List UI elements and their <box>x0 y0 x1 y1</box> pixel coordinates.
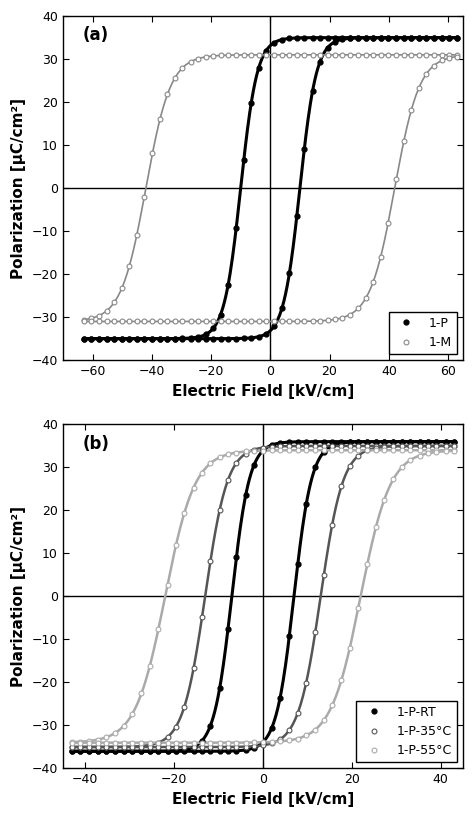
1-P-55°C <box>95 738 100 748</box>
1-P-35°C <box>69 742 74 752</box>
Line: 1-P-RT: 1-P-RT <box>69 439 456 753</box>
1-P-RT <box>303 437 309 447</box>
1-P-55°C <box>303 445 309 455</box>
1-P-RT <box>191 746 196 756</box>
1-P-35°C <box>173 721 179 731</box>
1-M <box>134 317 140 326</box>
1-P-RT <box>451 437 457 447</box>
1-M <box>225 50 231 60</box>
Legend: 1-P-RT, 1-P-35°C, 1-P-55°C: 1-P-RT, 1-P-35°C, 1-P-55°C <box>356 701 456 762</box>
1-P-55°C <box>173 541 179 551</box>
1-P-55°C <box>451 445 457 455</box>
1-P <box>439 33 445 43</box>
1-P-35°C <box>451 441 457 451</box>
1-P-55°C <box>69 738 74 748</box>
Y-axis label: Polarization [μC/cm²]: Polarization [μC/cm²] <box>11 506 26 687</box>
1-P <box>81 334 86 344</box>
1-P-35°C <box>95 742 100 752</box>
1-P-35°C <box>295 708 301 718</box>
Line: 1-M: 1-M <box>81 52 459 324</box>
X-axis label: Electric Field [kV/cm]: Electric Field [kV/cm] <box>172 792 354 807</box>
Line: 1-P-35°C: 1-P-35°C <box>69 443 456 749</box>
Text: (b): (b) <box>83 434 110 452</box>
1-P-35°C <box>303 441 309 451</box>
Text: (a): (a) <box>83 26 109 44</box>
1-P-RT <box>69 746 74 756</box>
1-P-55°C <box>69 737 74 747</box>
1-P <box>378 33 383 43</box>
1-P <box>111 334 117 344</box>
1-M <box>81 317 86 326</box>
1-P-55°C <box>173 738 179 748</box>
1-M <box>439 56 445 65</box>
Y-axis label: Polarization [μC/cm²]: Polarization [μC/cm²] <box>11 97 26 279</box>
1-P-35°C <box>69 742 74 752</box>
1-P-35°C <box>191 742 196 752</box>
1-P-55°C <box>295 734 301 744</box>
1-M <box>454 50 460 60</box>
1-P-RT <box>95 746 100 756</box>
1-P <box>256 63 262 73</box>
Line: 1-P: 1-P <box>81 35 459 341</box>
1-P <box>81 334 86 344</box>
1-P <box>225 281 231 290</box>
1-M <box>81 315 86 325</box>
1-P <box>134 334 140 344</box>
1-M <box>111 317 117 326</box>
1-P-RT <box>173 746 179 756</box>
1-P-35°C <box>173 742 179 752</box>
1-M <box>378 252 383 262</box>
X-axis label: Electric Field [kV/cm]: Electric Field [kV/cm] <box>172 384 354 398</box>
1-P-55°C <box>191 738 196 748</box>
Legend: 1-P, 1-M: 1-P, 1-M <box>389 312 456 354</box>
1-M <box>256 50 262 60</box>
1-P-RT <box>295 560 301 569</box>
Line: 1-P-55°C: 1-P-55°C <box>69 447 456 745</box>
1-P-RT <box>173 746 179 756</box>
1-P-RT <box>69 746 74 756</box>
1-P <box>454 33 460 43</box>
